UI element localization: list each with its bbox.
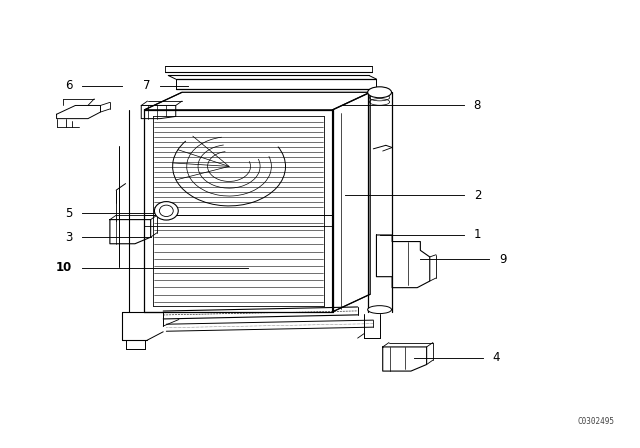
- Text: 6: 6: [65, 79, 72, 92]
- Text: 5: 5: [65, 207, 72, 220]
- Text: 8: 8: [474, 99, 481, 112]
- Text: C0302495: C0302495: [578, 417, 615, 426]
- Text: 3: 3: [65, 231, 72, 244]
- Ellipse shape: [367, 306, 392, 314]
- Text: 10: 10: [56, 261, 72, 275]
- Ellipse shape: [154, 202, 179, 220]
- Text: 1: 1: [474, 228, 481, 241]
- Ellipse shape: [367, 87, 392, 98]
- Text: 7: 7: [143, 79, 150, 92]
- Text: 9: 9: [499, 253, 506, 266]
- Text: 2: 2: [474, 189, 481, 202]
- Ellipse shape: [159, 205, 173, 216]
- Text: 4: 4: [493, 351, 500, 364]
